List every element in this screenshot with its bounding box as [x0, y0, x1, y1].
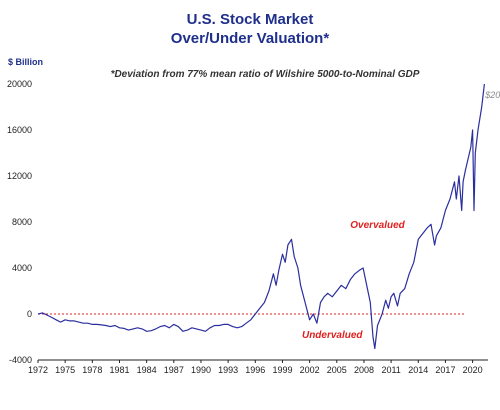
x-tick-label: 2017	[435, 365, 455, 375]
y-axis-ticks: -4000 0 4000 8000 12000 16000 20000	[7, 79, 32, 365]
x-tick-label: 1996	[245, 365, 265, 375]
chart-subtitle: *Deviation from 77% mean ratio of Wilshi…	[111, 69, 420, 80]
x-tick-label: 1984	[137, 365, 157, 375]
y-tick-label: 0	[27, 309, 32, 319]
valuation-series-line	[37, 83, 485, 350]
y-tick-label: 12000	[7, 171, 32, 181]
x-tick-label: 1978	[82, 365, 102, 375]
x-tick-label: 1999	[272, 365, 292, 375]
x-tick-label: 2020	[463, 365, 483, 375]
y-tick-label: -4000	[9, 355, 32, 365]
x-tick-label: 1993	[218, 365, 238, 375]
x-tick-label: 1990	[191, 365, 211, 375]
annotation-label: $20T	[484, 90, 500, 100]
x-axis-ticks: 1972 1975 1978 1981 1984 1987 1990 1993 1996 1999…	[28, 360, 483, 375]
x-tick-label: 2014	[408, 365, 428, 375]
y-tick-label: 8000	[12, 217, 32, 227]
x-tick-label: 1981	[109, 365, 129, 375]
x-tick-label: 1987	[164, 365, 184, 375]
annotation-label: Overvalued	[350, 220, 405, 231]
x-tick-label: 2011	[381, 365, 400, 375]
y-axis-unit-label: $ Billion	[8, 57, 43, 67]
x-tick-label: 1975	[55, 365, 75, 375]
x-tick-label: 2005	[327, 365, 347, 375]
chart-title-line2: Over/Under Valuation*	[171, 30, 330, 47]
y-tick-label: 4000	[12, 263, 32, 273]
y-tick-label: 20000	[7, 79, 32, 89]
x-tick-label: 2002	[300, 365, 320, 375]
x-tick-label: 2008	[354, 365, 374, 375]
y-tick-label: 16000	[7, 125, 32, 135]
annotation-label: Undervalued	[302, 330, 363, 341]
annotations: Overvalued Undervalued $20T	[302, 90, 500, 341]
chart-title-line1: U.S. Stock Market	[187, 11, 314, 28]
x-tick-label: 1972	[28, 365, 48, 375]
